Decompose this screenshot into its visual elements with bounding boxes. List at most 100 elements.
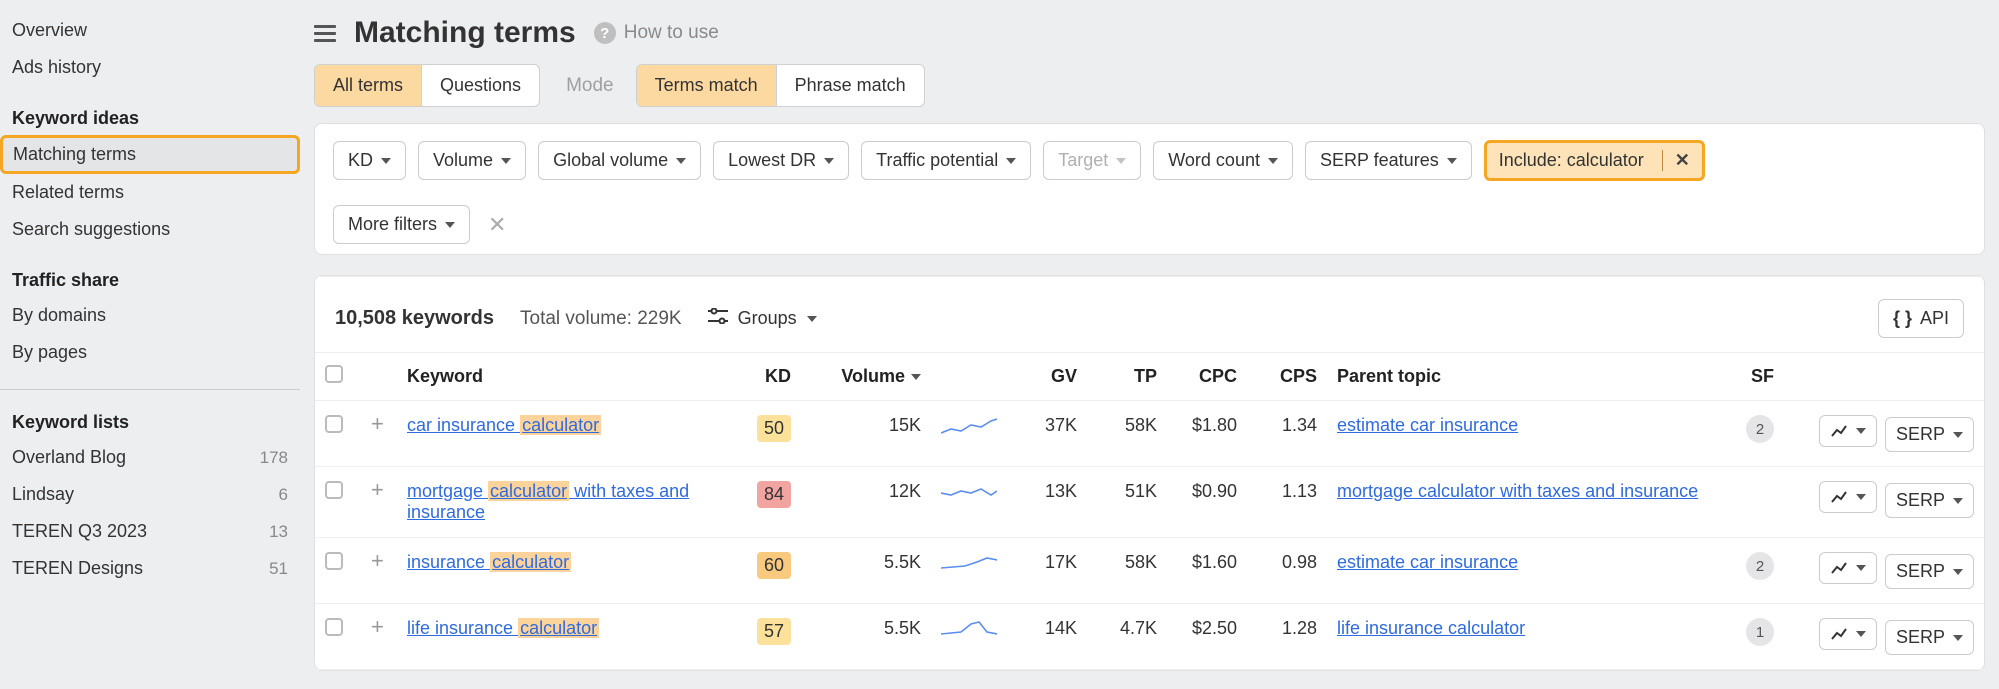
serp-label: SERP xyxy=(1896,627,1945,648)
cpc-cell: $1.80 xyxy=(1167,401,1247,467)
groups-label: Groups xyxy=(738,308,797,329)
sidebar-item[interactable]: Search suggestions xyxy=(0,211,300,248)
chevron-down-icon xyxy=(1953,432,1963,438)
gv-cell: 17K xyxy=(1007,538,1087,604)
sidebar-item[interactable]: TEREN Designs51 xyxy=(0,550,300,587)
chevron-down-icon xyxy=(1116,158,1126,164)
expand-icon[interactable]: + xyxy=(371,477,384,502)
row-checkbox[interactable] xyxy=(325,415,343,433)
table-row: +car insurance calculator5015K37K58K$1.8… xyxy=(315,401,1984,467)
serp-button[interactable]: SERP xyxy=(1885,417,1974,452)
braces-icon: { } xyxy=(1893,308,1912,329)
serp-button[interactable]: SERP xyxy=(1885,620,1974,655)
groups-toggle[interactable]: Groups xyxy=(708,308,817,329)
column-parent[interactable]: Parent topic xyxy=(1327,353,1714,401)
segment-button[interactable]: All terms xyxy=(315,65,422,106)
filter-chip[interactable]: Word count xyxy=(1153,141,1293,180)
gv-cell: 14K xyxy=(1007,604,1087,670)
row-checkbox[interactable] xyxy=(325,618,343,636)
column-gv[interactable]: GV xyxy=(1007,353,1087,401)
chevron-down-icon xyxy=(1856,494,1866,500)
parent-topic-link[interactable]: mortgage calculator with taxes and insur… xyxy=(1337,481,1698,501)
sidebar-item-label: Search suggestions xyxy=(12,219,170,240)
column-kd[interactable]: KD xyxy=(741,353,801,401)
sidebar-item[interactable]: TEREN Q3 202313 xyxy=(0,513,300,550)
sidebar-item[interactable]: Lindsay6 xyxy=(0,476,300,513)
sidebar-item[interactable]: By pages xyxy=(0,334,300,371)
column-cps[interactable]: CPS xyxy=(1247,353,1327,401)
sidebar-heading: Traffic share xyxy=(0,248,300,297)
filter-chip-label: Include: calculator xyxy=(1499,150,1644,171)
filter-chip-label: More filters xyxy=(348,214,437,235)
cpc-cell: $1.60 xyxy=(1167,538,1247,604)
sidebar-heading: Keyword lists xyxy=(0,390,300,439)
chevron-down-icon xyxy=(1856,631,1866,637)
serp-label: SERP xyxy=(1896,424,1945,445)
trend-button[interactable] xyxy=(1819,481,1877,513)
sidebar-item[interactable]: Matching terms xyxy=(0,135,300,174)
filter-chip[interactable]: SERP features xyxy=(1305,141,1472,180)
keyword-link[interactable]: car insurance calculator xyxy=(407,415,601,435)
sidebar-item[interactable]: Overview xyxy=(0,12,300,49)
kd-badge: 57 xyxy=(757,618,791,645)
row-checkbox[interactable] xyxy=(325,481,343,499)
api-button[interactable]: { } API xyxy=(1878,299,1964,338)
sidebar-item[interactable]: By domains xyxy=(0,297,300,334)
filters-panel: KD Volume Global volume Lowest DR Traffic po… xyxy=(314,123,1985,255)
column-sf[interactable]: SF xyxy=(1714,353,1784,401)
row-checkbox[interactable] xyxy=(325,552,343,570)
sidebar-item-count: 51 xyxy=(269,559,288,579)
segment-button[interactable]: Phrase match xyxy=(777,65,924,106)
filter-chip[interactable]: More filters xyxy=(333,205,470,244)
keyword-link[interactable]: life insurance calculator xyxy=(407,618,599,638)
match-segment: Terms matchPhrase match xyxy=(636,64,925,107)
sidebar-item[interactable]: Related terms xyxy=(0,174,300,211)
chevron-down-icon xyxy=(1856,565,1866,571)
keyword-link[interactable]: insurance calculator xyxy=(407,552,571,572)
expand-icon[interactable]: + xyxy=(371,548,384,573)
parent-topic-link[interactable]: estimate car insurance xyxy=(1337,415,1518,435)
column-keyword[interactable]: Keyword xyxy=(397,353,741,401)
title-bar: Matching terms ? How to use xyxy=(314,10,1985,64)
filter-chip[interactable]: Volume xyxy=(418,141,526,180)
sidebar-item[interactable]: Ads history xyxy=(0,49,300,86)
keyword-count: 10,508 keywords xyxy=(335,307,494,330)
parent-topic-link[interactable]: estimate car insurance xyxy=(1337,552,1518,572)
trend-button[interactable] xyxy=(1819,415,1877,447)
parent-topic-link[interactable]: life insurance calculator xyxy=(1337,618,1525,638)
sort-desc-icon xyxy=(911,374,921,380)
serp-button[interactable]: SERP xyxy=(1885,483,1974,518)
sf-badge: 2 xyxy=(1746,415,1774,443)
sidebar-item-label: By pages xyxy=(12,342,87,363)
filter-chip[interactable]: Global volume xyxy=(538,141,701,180)
filter-chip[interactable]: Traffic potential xyxy=(861,141,1031,180)
segment-button[interactable]: Questions xyxy=(422,65,539,106)
help-icon: ? xyxy=(594,22,616,44)
hamburger-icon[interactable] xyxy=(314,21,336,46)
column-cpc[interactable]: CPC xyxy=(1167,353,1247,401)
clear-filters-icon[interactable]: ✕ xyxy=(482,212,512,238)
expand-icon[interactable]: + xyxy=(371,411,384,436)
filter-chip[interactable]: Lowest DR xyxy=(713,141,849,180)
trend-button[interactable] xyxy=(1819,618,1877,650)
select-all-checkbox[interactable] xyxy=(325,365,343,383)
serp-button[interactable]: SERP xyxy=(1885,554,1974,589)
filter-chip[interactable]: KD xyxy=(333,141,406,180)
close-icon[interactable]: ✕ xyxy=(1662,150,1690,171)
sidebar-item-count: 6 xyxy=(279,485,288,505)
results-summary: 10,508 keywords Total volume: 229K Group… xyxy=(315,276,1984,352)
trend-button[interactable] xyxy=(1819,552,1877,584)
how-to-use-link[interactable]: ? How to use xyxy=(594,22,719,44)
column-tp[interactable]: TP xyxy=(1087,353,1167,401)
volume-cell: 5.5K xyxy=(801,538,931,604)
filter-chip[interactable]: Target xyxy=(1043,141,1141,180)
expand-icon[interactable]: + xyxy=(371,614,384,639)
results-panel: 10,508 keywords Total volume: 229K Group… xyxy=(314,275,1985,671)
volume-cell: 12K xyxy=(801,467,931,538)
segment-button[interactable]: Terms match xyxy=(637,65,777,106)
keyword-link[interactable]: mortgage calculator with taxes and insur… xyxy=(407,481,689,522)
sidebar-item[interactable]: Overland Blog178 xyxy=(0,439,300,476)
filter-include-chip[interactable]: Include: calculator ✕ xyxy=(1484,140,1705,181)
column-volume[interactable]: Volume xyxy=(801,353,931,401)
sidebar-item-label: Related terms xyxy=(12,182,124,203)
